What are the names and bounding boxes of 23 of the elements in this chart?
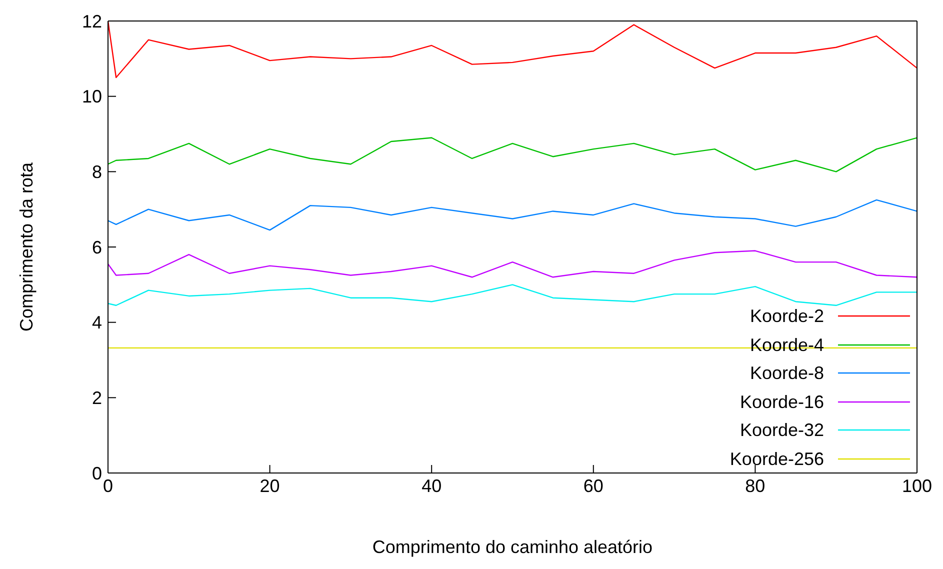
x-tick-label: 80: [745, 476, 766, 496]
y-tick-label: 8: [92, 162, 102, 182]
y-tick-label: 10: [82, 86, 102, 107]
legend-label: Koorde-256: [730, 448, 824, 470]
legend-label: Koorde-8: [750, 362, 824, 385]
x-axis-title: Comprimento do caminho aleatório: [372, 537, 653, 557]
y-axis-title: Comprimento da rota: [16, 161, 36, 332]
line-series: [108, 137, 917, 172]
y-tick-label: 4: [92, 312, 102, 333]
x-tick-label: 60: [583, 476, 604, 496]
legend-label: Koorde-16: [740, 390, 824, 414]
y-tick-label: 2: [92, 388, 102, 408]
x-tick-label: 20: [260, 476, 280, 496]
y-tick-label: 6: [92, 237, 102, 258]
line-series: [108, 199, 917, 231]
y-tick-label: 0: [92, 463, 102, 484]
line-series: [108, 250, 917, 278]
line-series: [108, 284, 917, 306]
legend-label: Koorde-32: [740, 419, 824, 442]
y-tick-label: 12: [82, 11, 102, 32]
x-tick-label: 100: [902, 476, 932, 496]
x-tick-label: 40: [422, 476, 442, 496]
legend-label: Koorde-2: [750, 305, 824, 328]
